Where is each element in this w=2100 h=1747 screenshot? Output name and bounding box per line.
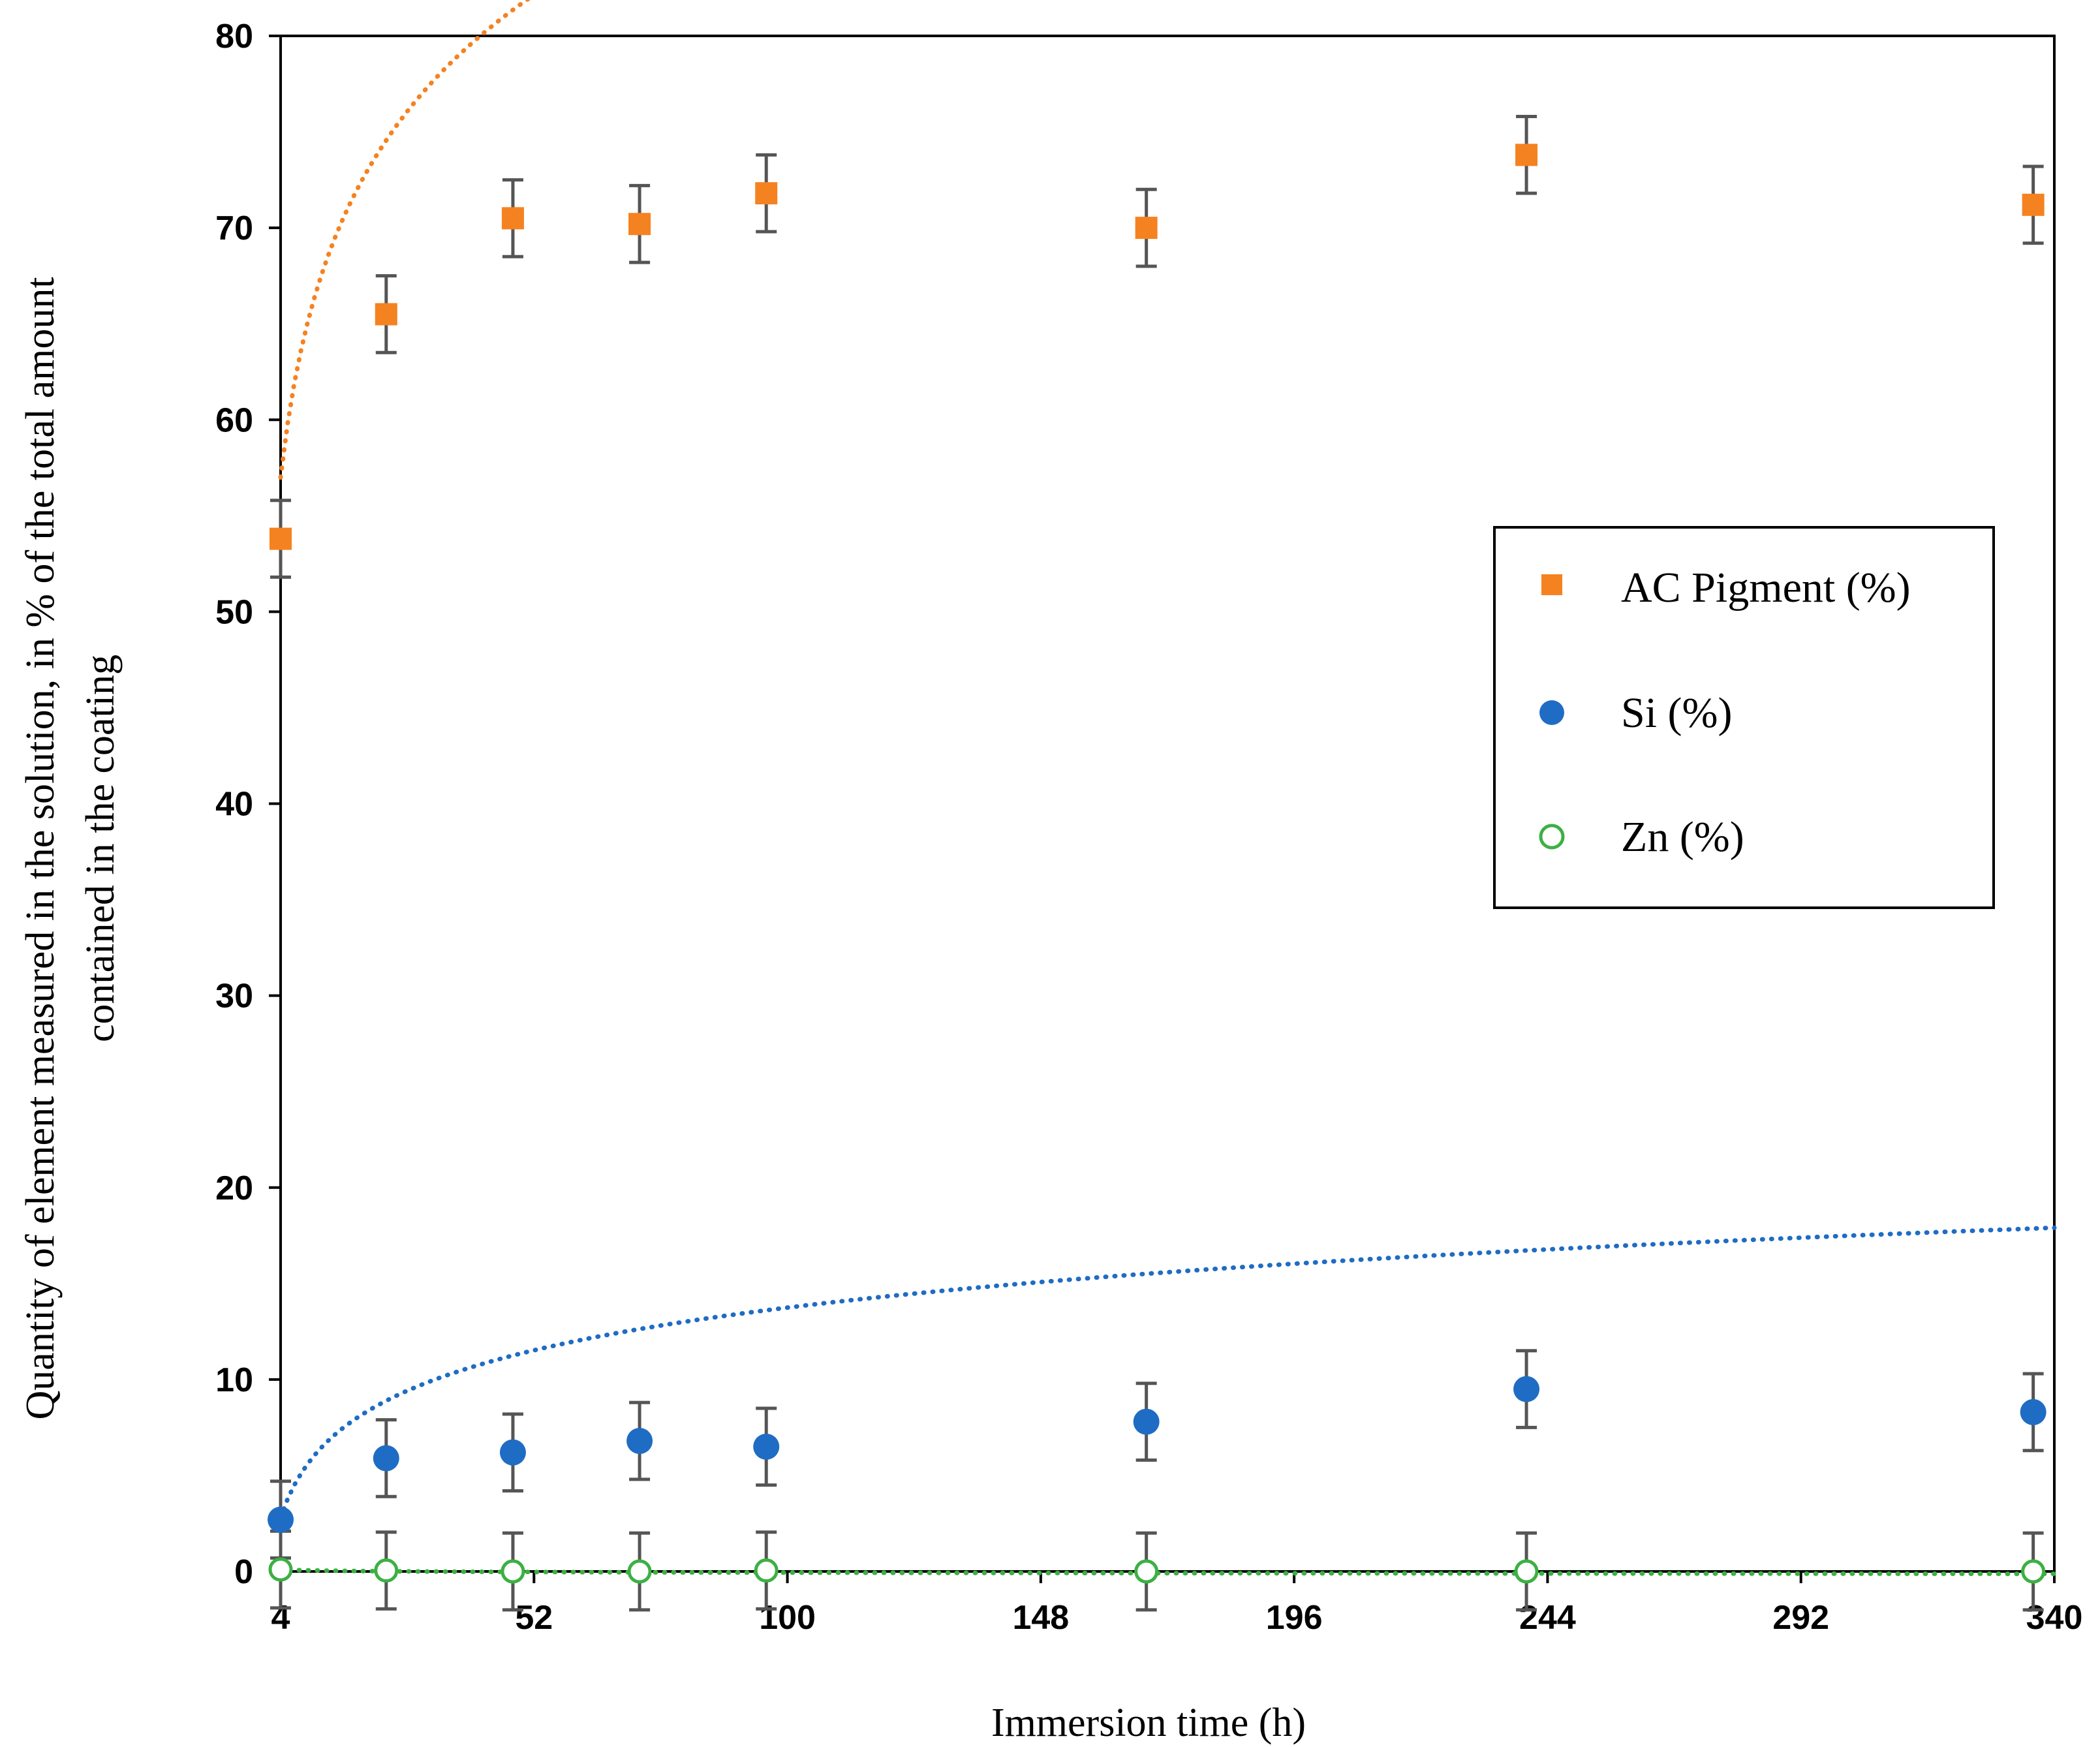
data-point-si <box>626 1427 653 1454</box>
data-point-zn <box>501 1559 525 1584</box>
data-point-si <box>1133 1408 1160 1435</box>
data-point-si <box>268 1506 294 1533</box>
x-tick-label: 148 <box>1012 1599 1069 1637</box>
data-point-ac-pigment <box>755 182 778 205</box>
y-tick-label: 30 <box>215 978 253 1015</box>
legend-marker-si <box>1539 700 1564 725</box>
x-tick-label: 52 <box>515 1599 553 1637</box>
y-tick-label: 40 <box>215 786 253 824</box>
x-tick-label: 292 <box>1772 1599 1829 1637</box>
y-tick-label: 80 <box>215 18 253 55</box>
data-point-ac-pigment <box>375 303 397 326</box>
y-tick-label: 50 <box>215 593 253 631</box>
trend-line-zn <box>278 1567 2057 1577</box>
y-axis-title: Quantity of element measured in the solu… <box>18 277 123 1419</box>
data-point-zn <box>1134 1559 1159 1584</box>
data-point-si <box>499 1439 526 1466</box>
data-point-ac-pigment <box>1515 144 1538 166</box>
data-point-zn <box>2021 1559 2046 1584</box>
data-point-si <box>753 1433 780 1460</box>
data-point-zn <box>268 1557 293 1582</box>
trend-line-si <box>278 1225 2057 1521</box>
y-axis-title-line1: Quantity of element measured in the solu… <box>18 277 63 1419</box>
x-tick-label: 196 <box>1266 1599 1323 1637</box>
data-point-ac-pigment <box>2022 193 2045 216</box>
y-tick-label: 10 <box>215 1361 253 1399</box>
data-point-si <box>373 1445 399 1472</box>
data-point-ac-pigment <box>1135 217 1158 240</box>
data-point-ac-pigment <box>270 527 292 550</box>
data-point-zn <box>1514 1559 1539 1584</box>
data-point-zn <box>627 1559 652 1584</box>
legend-marker-zn <box>1539 824 1565 850</box>
x-tick-label: 340 <box>2026 1599 2083 1637</box>
data-point-si <box>1513 1376 1540 1402</box>
x-tick-label: 100 <box>759 1599 816 1637</box>
data-point-zn <box>374 1558 399 1583</box>
legend-marker-ac-pigment <box>1541 574 1562 595</box>
y-tick-label: 70 <box>215 209 253 247</box>
x-axis-title: Immersion time (h) <box>991 1701 1306 1745</box>
legend-frame <box>1493 526 1995 909</box>
legend: AC Pigment (%) Si (%) Zn (%) <box>1493 526 1995 909</box>
x-tick-label: 244 <box>1519 1599 1576 1637</box>
y-tick-label: 0 <box>234 1553 253 1591</box>
legend-label-zn: Zn (%) <box>1621 813 1744 861</box>
legend-label-si: Si (%) <box>1621 689 1732 737</box>
y-tick-label: 60 <box>215 401 253 439</box>
data-point-ac-pigment <box>501 207 524 230</box>
data-point-ac-pigment <box>628 213 651 236</box>
y-tick-label: 20 <box>215 1169 253 1207</box>
legend-label-ac-pigment: AC Pigment (%) <box>1621 564 1911 611</box>
data-point-si <box>2020 1399 2046 1425</box>
y-axis-title-line2: contained in the coating <box>78 655 123 1042</box>
data-point-zn <box>754 1558 779 1583</box>
